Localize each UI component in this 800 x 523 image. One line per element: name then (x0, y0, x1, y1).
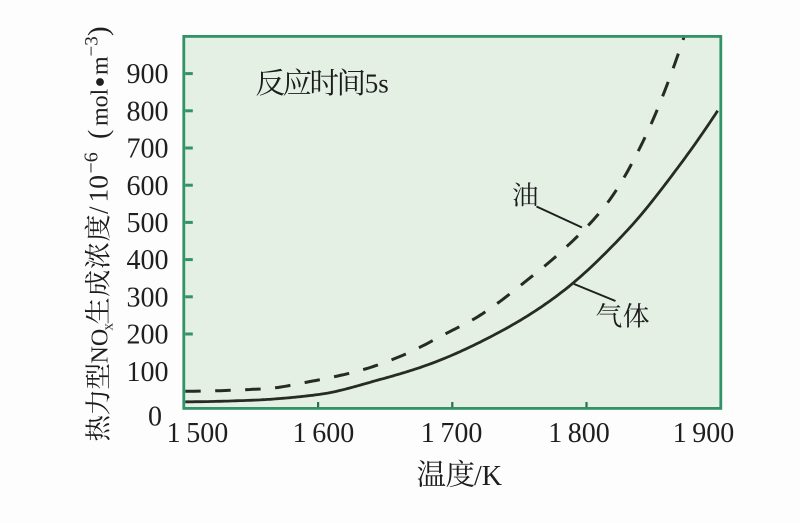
svg-text:−6: −6 (81, 152, 103, 173)
svg-text:mol: mol (88, 88, 114, 126)
svg-text:600: 600 (127, 171, 169, 202)
svg-text:1 800: 1 800 (548, 418, 610, 449)
svg-text:1 600: 1 600 (293, 418, 355, 449)
svg-text:1 700: 1 700 (421, 418, 483, 449)
svg-text:(: ( (84, 130, 115, 139)
svg-text:m: m (88, 56, 114, 75)
svg-text:100: 100 (127, 357, 169, 388)
svg-text:900: 900 (127, 59, 169, 90)
svg-text:1 900: 1 900 (673, 418, 735, 449)
svg-text:NO: NO (88, 329, 114, 364)
svg-text:−3: −3 (82, 36, 103, 56)
svg-text:0: 0 (148, 402, 162, 433)
svg-text:5s: 5s (365, 69, 389, 99)
svg-text:400: 400 (127, 245, 169, 276)
svg-text:1 500: 1 500 (167, 418, 229, 449)
svg-text:800: 800 (127, 96, 169, 127)
svg-text:200: 200 (127, 320, 169, 351)
svg-text:700: 700 (127, 134, 169, 165)
svg-text:10: 10 (83, 175, 114, 203)
svg-text:x: x (101, 323, 117, 331)
svg-text:300: 300 (127, 282, 169, 313)
svg-text:): ) (83, 26, 115, 36)
svg-text:/K: /K (474, 461, 502, 492)
svg-text:500: 500 (127, 208, 169, 239)
svg-text:/: / (84, 206, 114, 214)
